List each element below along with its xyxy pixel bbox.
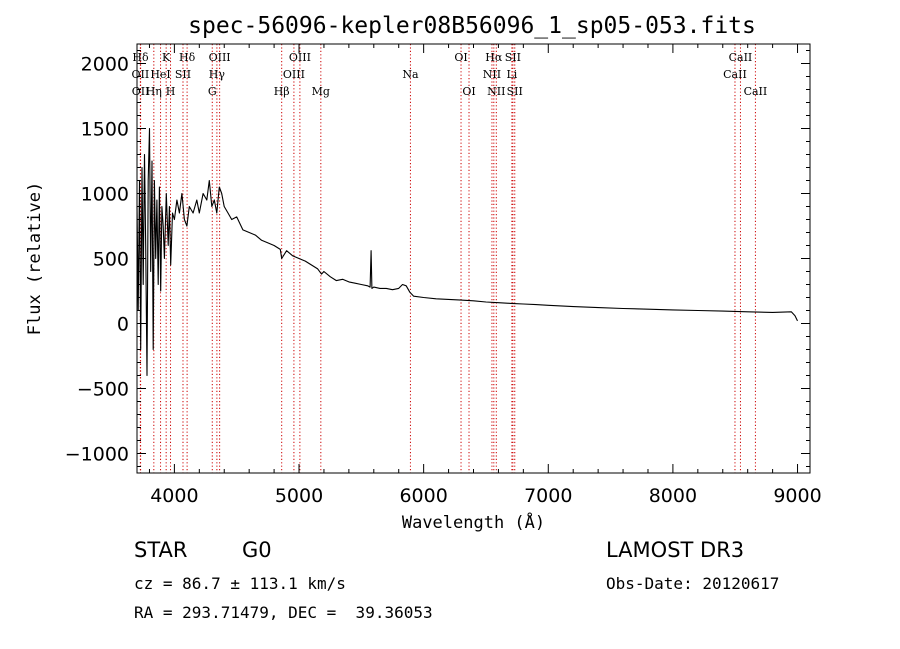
emission-line-label: CaII	[723, 68, 747, 81]
y-tick-label: 500	[93, 249, 129, 271]
flux-line	[136, 127, 798, 377]
emission-line-label: SII	[505, 51, 521, 64]
x-axis-label: Wavelength (Å)	[402, 511, 545, 533]
x-tick-label: 5000	[275, 485, 323, 507]
emission-line-label: OII	[132, 85, 150, 98]
emission-line-label: K	[162, 51, 171, 64]
y-tick-label: −1000	[65, 444, 129, 466]
emission-line-label: Li	[506, 68, 517, 81]
axis-ticks: 4000 5000 6000 7000 8000 9000 −1000 −500 0 500 100…	[65, 44, 822, 507]
emission-line-label: CaII	[744, 85, 768, 98]
emission-line-label: Hδ	[179, 51, 196, 64]
emission-line-label: Hη	[146, 85, 162, 98]
emission-line-markers	[139, 44, 756, 473]
y-axis-label: Flux (relative)	[25, 182, 45, 336]
emission-line-label: OIII	[289, 51, 311, 64]
y-tick-label: −500	[77, 379, 129, 401]
y-tick-label: 0	[117, 314, 129, 336]
x-tick-label: 8000	[649, 485, 697, 507]
y-tick-label: 1500	[81, 119, 129, 141]
emission-line-label: OI	[462, 85, 475, 98]
chart-title: spec-56096-kepler08B56096_1_sp05-053.fit…	[188, 13, 756, 39]
sky-coordinates: RA = 293.71479, DEC = 39.36053	[134, 603, 433, 622]
object-subclass: G0	[242, 538, 272, 562]
emission-line-label: OIII	[283, 68, 305, 81]
emission-line-label: OI	[454, 51, 467, 64]
object-class: STAR	[134, 538, 188, 562]
observation-date: Obs-Date: 20120617	[606, 574, 780, 593]
emission-line-label: G	[208, 85, 217, 98]
plot-frame	[136, 43, 811, 474]
emission-line-label: OIII	[209, 51, 231, 64]
flux-series	[136, 127, 798, 377]
x-tick-label: 7000	[524, 485, 572, 507]
x-tick-label: 6000	[399, 485, 447, 507]
emission-line-label: HeI	[150, 68, 170, 81]
emission-line-label: Hα	[485, 51, 503, 64]
emission-line-label: Hγ	[209, 68, 226, 81]
x-tick-label: 4000	[150, 485, 198, 507]
emission-line-label: NII	[487, 85, 505, 98]
x-tick-label: 9000	[773, 485, 821, 507]
emission-line-label: NII	[483, 68, 501, 81]
emission-line-label: Na	[402, 68, 419, 81]
y-tick-label: 2000	[81, 54, 129, 76]
emission-line-label: SII	[175, 68, 191, 81]
emission-line-label: Hδ	[132, 51, 149, 64]
emission-line-label: Hβ	[274, 85, 290, 98]
survey-name: LAMOST DR3	[606, 538, 745, 562]
emission-line-label: H	[166, 85, 176, 98]
emission-line-label: OII	[132, 68, 150, 81]
redshift-velocity: cz = 86.7 ± 113.1 km/s	[134, 574, 346, 593]
emission-line-label: SII	[507, 85, 523, 98]
y-tick-label: 1000	[81, 184, 129, 206]
emission-line-label: Mg	[312, 85, 330, 98]
emission-line-label: CaII	[729, 51, 753, 64]
